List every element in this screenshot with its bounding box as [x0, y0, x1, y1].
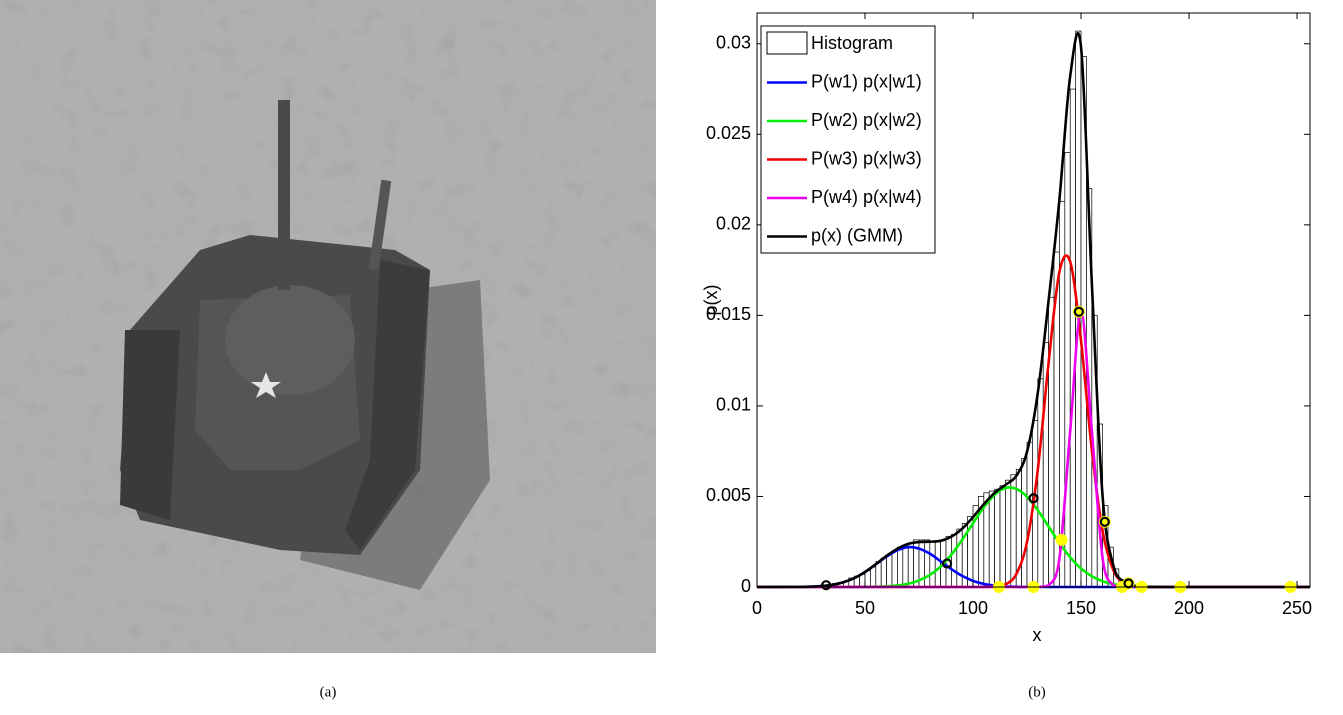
y-tick-label: 0.015: [706, 304, 751, 324]
legend-label: Histogram: [811, 33, 893, 53]
histogram-bar: [934, 541, 941, 588]
histogram-bar: [864, 570, 871, 588]
plot-frame: [756, 12, 1311, 588]
legend-label: P(w2) p(x|w2): [811, 110, 922, 130]
histogram-bar: [929, 541, 936, 588]
histogram-bar: [994, 488, 1001, 588]
histogram-bar: [999, 485, 1006, 588]
legend-label: P(w3) p(x|w3): [811, 148, 922, 168]
histogram-bar: [1021, 458, 1028, 588]
histogram-bar: [902, 545, 909, 588]
y-tick-label: 0.03: [716, 33, 751, 53]
y-tick-label: 0.01: [716, 395, 751, 415]
marker: [821, 580, 832, 591]
marker: [1028, 493, 1039, 504]
legend-label: P(w4) p(x|w4): [811, 187, 922, 207]
y-tick-label: 0: [741, 576, 751, 596]
x-tick-label: 200: [1174, 598, 1204, 618]
legend-label: P(w1) p(x|w1): [811, 71, 922, 91]
histogram-bar: [897, 546, 904, 588]
histogram-bar: [951, 534, 958, 588]
chart: 0 50 100 150 200 250 0 0.005 0.01 0.015 0.02 0.025 0…: [706, 12, 1312, 618]
histogram-bar: [875, 561, 882, 588]
legend-label: p(x) (GMM): [811, 225, 903, 245]
caption: (a): [320, 684, 337, 700]
histogram-bar: [880, 557, 887, 588]
y-axis-label: p(x): [701, 285, 721, 316]
histogram-bar: [924, 539, 931, 588]
x-axis-label: x: [1033, 625, 1042, 645]
photo: [0, 0, 656, 653]
y-tick-label: 0.025: [706, 123, 751, 143]
histogram-bar: [1005, 479, 1012, 588]
histogram-bar: [891, 550, 898, 588]
histogram-bar: [988, 490, 995, 588]
legend-box: [760, 25, 936, 254]
x-tick-label: 0: [752, 598, 762, 618]
x-tick-label: 100: [958, 598, 988, 618]
y-tick-label: 0.005: [706, 485, 751, 505]
caption: (b): [1028, 684, 1046, 700]
histogram-bar: [870, 566, 877, 588]
marker: [1073, 306, 1084, 317]
marker: [941, 558, 953, 569]
histogram-bar: [1064, 152, 1071, 588]
legend-swatch: [766, 31, 808, 55]
x-tick-label: 150: [1066, 598, 1096, 618]
histogram-bar: [907, 543, 914, 588]
marker: [1055, 533, 1068, 546]
histogram-bar: [1069, 88, 1076, 588]
histogram-bar: [1010, 474, 1017, 588]
y-tick-label: 0.02: [716, 214, 751, 234]
marker: [1099, 516, 1110, 527]
x-tick-label: 50: [855, 598, 875, 618]
x-tick-label: 250: [1282, 598, 1312, 618]
histogram-bar: [956, 528, 963, 588]
histogram-bar: [886, 554, 893, 588]
histogram-bar: [1037, 378, 1044, 588]
